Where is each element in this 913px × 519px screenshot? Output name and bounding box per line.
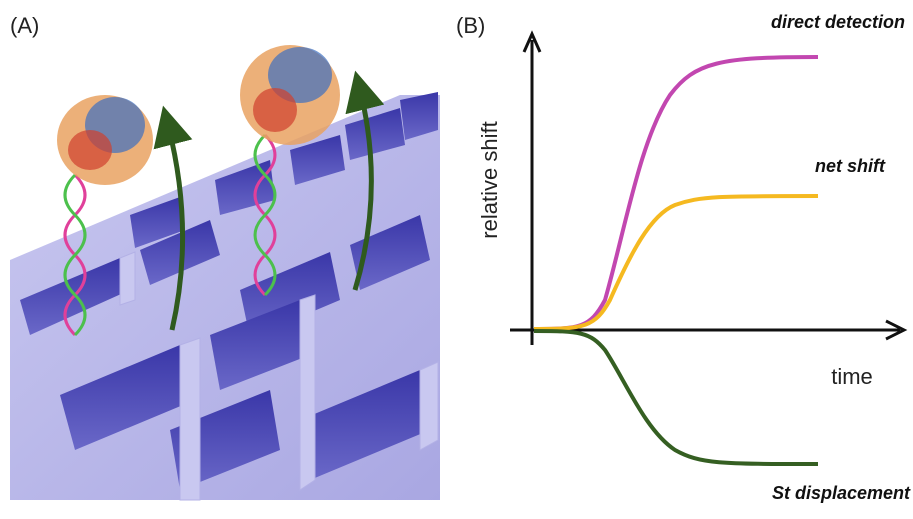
curve-label: direct detection [771, 12, 905, 32]
panel-label: (B) [456, 13, 485, 38]
panel-a-illustration [10, 45, 440, 501]
curve [533, 55, 819, 331]
y-axis-label: relative shift [477, 121, 502, 238]
curve-label: St displacement [772, 483, 911, 503]
curve [533, 329, 819, 466]
curve-label: net shift [815, 156, 886, 176]
panel-b-schematic [510, 30, 908, 466]
x-axis-label: time [831, 364, 873, 389]
panel-label: (A) [10, 13, 39, 38]
curve [533, 194, 819, 331]
